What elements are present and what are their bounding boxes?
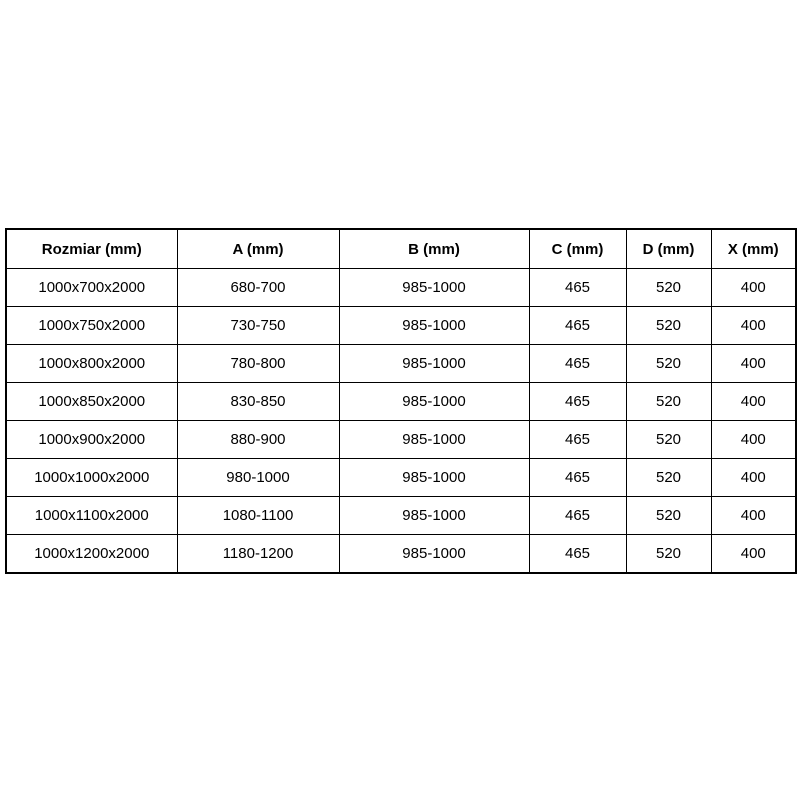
table-cell-d: 520 — [625, 306, 712, 345]
table-cell-rozmiar: 1000x850x2000 — [5, 382, 178, 421]
table-cell-x: 400 — [710, 268, 797, 307]
table-cell-c: 465 — [528, 268, 627, 307]
table-cell-d: 520 — [625, 420, 712, 459]
table-cell-x: 400 — [710, 534, 797, 574]
table-cell-rozmiar: 1000x800x2000 — [5, 344, 178, 383]
table-cell-d: 520 — [625, 382, 712, 421]
table-row: 1000x850x2000 830-850 985-1000 465 520 4… — [5, 382, 797, 421]
table-cell-d: 520 — [625, 496, 712, 535]
table-cell-x: 400 — [710, 382, 797, 421]
column-header-a: A (mm) — [176, 228, 340, 269]
dimensions-table: Rozmiar (mm) A (mm) B (mm) C (mm) D (mm)… — [5, 228, 797, 574]
table-cell-rozmiar: 1000x750x2000 — [5, 306, 178, 345]
table-row: 1000x1200x2000 1180-1200 985-1000 465 52… — [5, 534, 797, 574]
header-row: Rozmiar (mm) A (mm) B (mm) C (mm) D (mm)… — [5, 228, 797, 269]
table-cell-c: 465 — [528, 344, 627, 383]
column-header-c: C (mm) — [528, 228, 627, 269]
table-cell-x: 400 — [710, 420, 797, 459]
table-cell-b: 985-1000 — [338, 420, 530, 459]
table-row: 1000x1000x2000 980-1000 985-1000 465 520… — [5, 458, 797, 497]
table-cell-rozmiar: 1000x900x2000 — [5, 420, 178, 459]
column-header-b: B (mm) — [338, 228, 530, 269]
table-cell-b: 985-1000 — [338, 344, 530, 383]
table-cell-rozmiar: 1000x700x2000 — [5, 268, 178, 307]
column-header-d: D (mm) — [625, 228, 712, 269]
table-cell-b: 985-1000 — [338, 268, 530, 307]
table-cell-b: 985-1000 — [338, 382, 530, 421]
table-row: 1000x900x2000 880-900 985-1000 465 520 4… — [5, 420, 797, 459]
table-cell-d: 520 — [625, 458, 712, 497]
table-cell-d: 520 — [625, 344, 712, 383]
table-cell-rozmiar: 1000x1200x2000 — [5, 534, 178, 574]
table-cell-x: 400 — [710, 306, 797, 345]
table-cell-c: 465 — [528, 382, 627, 421]
dimensions-table-container: Rozmiar (mm) A (mm) B (mm) C (mm) D (mm)… — [5, 228, 797, 574]
table-cell-b: 985-1000 — [338, 458, 530, 497]
table-cell-c: 465 — [528, 534, 627, 574]
table-cell-b: 985-1000 — [338, 534, 530, 574]
table-cell-d: 520 — [625, 534, 712, 574]
table-cell-x: 400 — [710, 344, 797, 383]
column-header-rozmiar: Rozmiar (mm) — [5, 228, 178, 269]
table-cell-a: 730-750 — [176, 306, 340, 345]
table-cell-c: 465 — [528, 496, 627, 535]
table-cell-rozmiar: 1000x1100x2000 — [5, 496, 178, 535]
column-header-x: X (mm) — [710, 228, 797, 269]
table-row: 1000x1100x2000 1080-1100 985-1000 465 52… — [5, 496, 797, 535]
table-cell-c: 465 — [528, 458, 627, 497]
table-cell-a: 680-700 — [176, 268, 340, 307]
table-cell-rozmiar: 1000x1000x2000 — [5, 458, 178, 497]
table-row: 1000x750x2000 730-750 985-1000 465 520 4… — [5, 306, 797, 345]
table-cell-a: 1080-1100 — [176, 496, 340, 535]
table-cell-x: 400 — [710, 496, 797, 535]
table-cell-a: 880-900 — [176, 420, 340, 459]
table-cell-b: 985-1000 — [338, 496, 530, 535]
table-row: 1000x700x2000 680-700 985-1000 465 520 4… — [5, 268, 797, 307]
table-cell-b: 985-1000 — [338, 306, 530, 345]
table-cell-a: 1180-1200 — [176, 534, 340, 574]
table-row: 1000x800x2000 780-800 985-1000 465 520 4… — [5, 344, 797, 383]
table-cell-a: 780-800 — [176, 344, 340, 383]
table-cell-x: 400 — [710, 458, 797, 497]
table-cell-d: 520 — [625, 268, 712, 307]
table-cell-a: 980-1000 — [176, 458, 340, 497]
table-cell-c: 465 — [528, 420, 627, 459]
table-cell-a: 830-850 — [176, 382, 340, 421]
table-cell-c: 465 — [528, 306, 627, 345]
